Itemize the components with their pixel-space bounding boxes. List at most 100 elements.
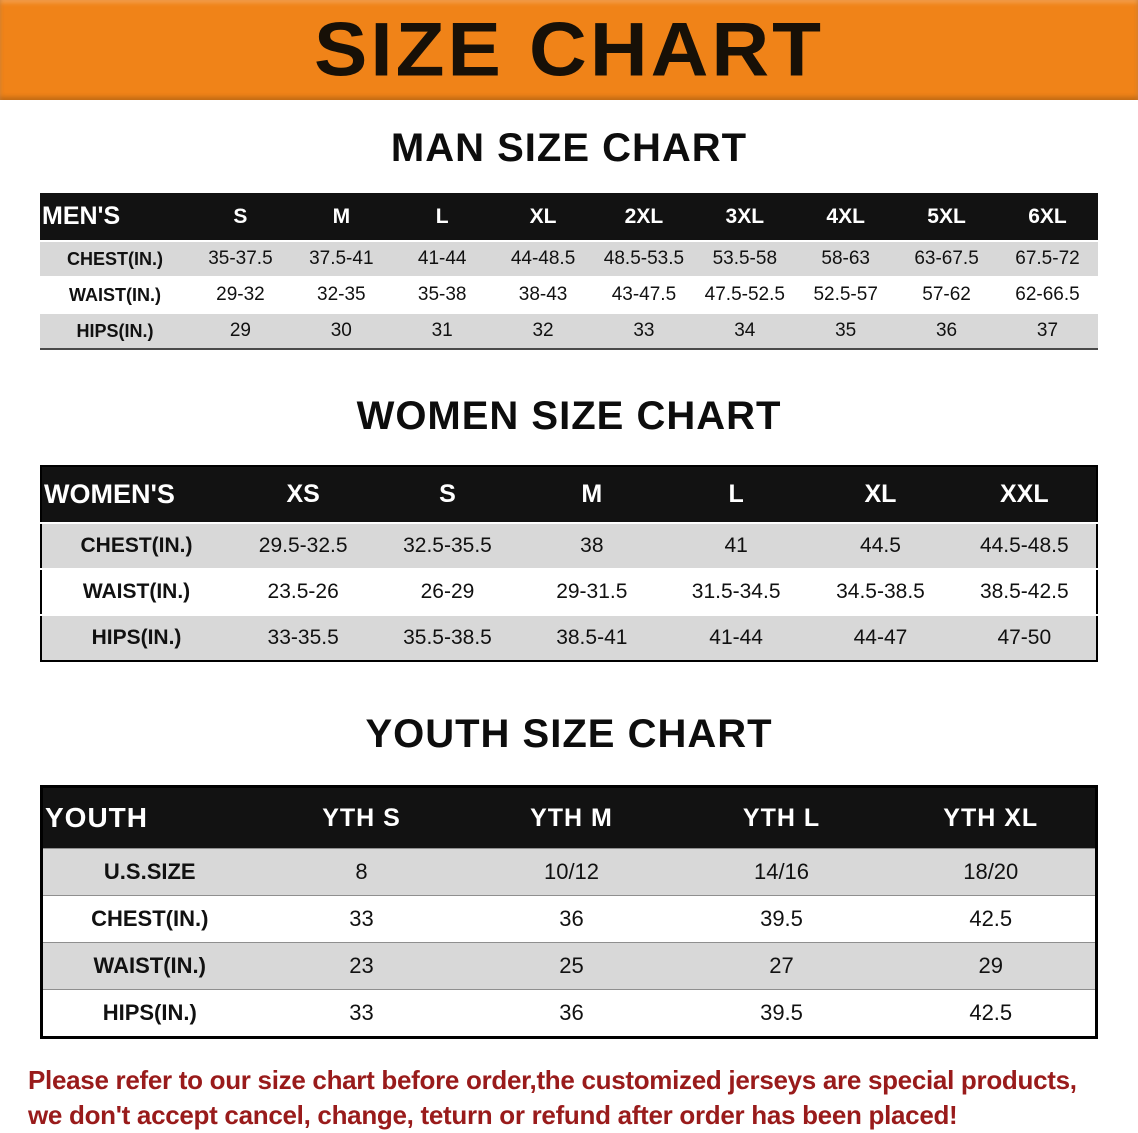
women-size-table: WOMEN'S XS S M L XL XXL CHEST(IN.) 29.5-32.5 32.5… bbox=[40, 465, 1098, 662]
row-label-cell: U.S.SIZE bbox=[103, 859, 196, 884]
page-title: SIZE CHART bbox=[314, 7, 824, 92]
size-value-cell: 36 bbox=[559, 1000, 584, 1025]
table-title-cell: YOUTH bbox=[45, 802, 148, 833]
row-label-cell: WAIST(IN.) bbox=[69, 284, 161, 305]
size-value-cell: 31 bbox=[431, 320, 453, 341]
size-value-cell: 33 bbox=[349, 906, 374, 931]
size-column-header: XL bbox=[864, 480, 897, 508]
size-value-cell: 33 bbox=[633, 320, 655, 341]
row-label-cell: CHEST(IN.) bbox=[67, 248, 163, 269]
size-value-cell: 35-38 bbox=[417, 284, 467, 305]
size-value-cell: 41-44 bbox=[709, 626, 763, 649]
measurement-row: HIPS(IN.) 33-35.5 35.5-38.5 38.5-41 41-44 44-… bbox=[41, 615, 1097, 661]
size-value-cell: 35.5-38.5 bbox=[403, 626, 492, 649]
row-label-cell: CHEST(IN.) bbox=[91, 906, 209, 931]
row-label-cell: HIPS(IN.) bbox=[91, 626, 182, 649]
header-row: MEN'S S M L XL 2XL 3XL 4XL 5XL 6XL bbox=[40, 193, 1098, 241]
size-value-cell: 44-48.5 bbox=[510, 248, 576, 269]
row-label-cell: CHEST(IN.) bbox=[80, 534, 193, 557]
size-value-cell: 38.5-41 bbox=[556, 626, 628, 649]
size-value-cell: 29-31.5 bbox=[556, 580, 628, 603]
size-value-cell: 58-63 bbox=[821, 248, 870, 269]
measurement-row: CHEST(IN.) 29.5-32.5 32.5-35.5 38 41 44.5 44.5… bbox=[41, 523, 1097, 569]
size-column-header: S bbox=[233, 204, 248, 228]
size-column-header: S bbox=[439, 480, 456, 508]
size-value-cell: 53.5-58 bbox=[712, 248, 778, 269]
size-value-cell: 44.5 bbox=[860, 534, 901, 557]
size-value-cell: 32.5-35.5 bbox=[403, 534, 492, 557]
size-value-cell: 30 bbox=[330, 320, 352, 341]
size-value-cell: 35 bbox=[835, 320, 857, 341]
size-column-header: 3XL bbox=[725, 204, 765, 228]
row-label-cell: WAIST(IN.) bbox=[82, 580, 191, 603]
size-value-cell: 29 bbox=[229, 320, 251, 341]
measurement-row: HIPS(IN.) 29 30 31 32 33 34 35 36 37 bbox=[40, 313, 1098, 349]
youth-size-table: YOUTH YTH S YTH M YTH L YTH XL U.S.SIZE 8 10/12… bbox=[40, 785, 1098, 1039]
size-value-cell: 67.5-72 bbox=[1015, 248, 1080, 269]
size-value-cell: 25 bbox=[559, 953, 584, 978]
size-value-cell: 63-67.5 bbox=[914, 248, 979, 269]
size-value-cell: 42.5 bbox=[969, 1000, 1013, 1025]
size-value-cell: 38 bbox=[580, 534, 604, 557]
measurement-row: WAIST(IN.) 23 25 27 29 bbox=[41, 942, 1097, 990]
size-value-cell: 27 bbox=[769, 953, 794, 978]
size-column-header: 5XL bbox=[927, 204, 966, 228]
size-column-header: 4XL bbox=[826, 204, 865, 228]
measurement-row: WAIST(IN.) 29-32 32-35 35-38 38-43 43-47.5 47.… bbox=[40, 277, 1098, 313]
measurement-row: WAIST(IN.) 23.5-26 26-29 29-31.5 31.5-34.5 34… bbox=[41, 569, 1097, 615]
measurement-row: U.S.SIZE 8 10/12 14/16 18/20 bbox=[41, 848, 1097, 896]
size-value-cell: 14/16 bbox=[753, 859, 810, 884]
size-value-cell: 38.5-42.5 bbox=[979, 580, 1069, 603]
row-label-cell: WAIST(IN.) bbox=[93, 953, 206, 978]
size-column-header: 2XL bbox=[624, 204, 664, 228]
size-column-header: YTH XL bbox=[943, 803, 1039, 832]
size-value-cell: 48.5-53.5 bbox=[603, 248, 685, 269]
size-value-cell: 47-50 bbox=[997, 626, 1052, 649]
size-value-cell: 47.5-52.5 bbox=[704, 284, 785, 305]
row-label-cell: HIPS(IN.) bbox=[76, 320, 154, 341]
size-column-header: YTH S bbox=[322, 803, 401, 832]
size-value-cell: 32 bbox=[532, 320, 554, 341]
size-value-cell: 38-43 bbox=[518, 284, 568, 305]
size-value-cell: 23.5-26 bbox=[267, 580, 339, 603]
size-value-cell: 33-35.5 bbox=[267, 626, 339, 649]
header-row: YOUTH YTH S YTH M YTH L YTH XL bbox=[41, 786, 1097, 849]
men-section-title: MAN SIZE CHART bbox=[390, 126, 748, 170]
size-column-header: L bbox=[435, 204, 449, 228]
size-value-cell: 43-47.5 bbox=[611, 284, 677, 305]
size-column-header: 6XL bbox=[1028, 204, 1067, 228]
size-column-header: XL bbox=[529, 204, 557, 228]
size-column-header: M bbox=[332, 204, 351, 228]
size-value-cell: 57-62 bbox=[922, 284, 971, 305]
disclaimer-note: Please refer to our size chart before or… bbox=[0, 1063, 1138, 1133]
size-value-cell: 29-32 bbox=[216, 284, 265, 305]
size-value-cell: 41-44 bbox=[417, 248, 467, 269]
measurement-row: CHEST(IN.) 33 36 39.5 42.5 bbox=[41, 895, 1097, 943]
size-value-cell: 39.5 bbox=[760, 1000, 803, 1025]
size-value-cell: 32-35 bbox=[317, 284, 366, 305]
youth-section-title: YOUTH SIZE CHART bbox=[365, 712, 773, 756]
size-value-cell: 37 bbox=[1036, 320, 1059, 341]
size-column-header: XXL bbox=[1000, 480, 1049, 508]
disclaimer-line-2: we don't accept cancel, change, teturn o… bbox=[28, 1100, 958, 1131]
header-row: WOMEN'S XS S M L XL XXL bbox=[41, 466, 1097, 523]
women-section-title: WOMEN SIZE CHART bbox=[356, 394, 782, 438]
size-column-header: L bbox=[728, 480, 744, 508]
table-title-cell: MEN'S bbox=[42, 202, 121, 230]
row-label-cell: HIPS(IN.) bbox=[102, 1000, 197, 1025]
size-value-cell: 42.5 bbox=[969, 906, 1013, 931]
men-size-table: MEN'S S M L XL 2XL 3XL 4XL 5XL 6XL CHEST(IN.) 35-37… bbox=[40, 193, 1098, 350]
measurement-row: HIPS(IN.) 33 36 39.5 42.5 bbox=[41, 989, 1097, 1038]
size-column-header: M bbox=[581, 480, 603, 508]
size-value-cell: 8 bbox=[355, 859, 368, 884]
size-value-cell: 41 bbox=[724, 534, 748, 557]
size-value-cell: 29 bbox=[978, 953, 1003, 978]
size-value-cell: 18/20 bbox=[963, 859, 1019, 884]
size-value-cell: 31.5-34.5 bbox=[691, 580, 781, 603]
size-value-cell: 62-66.5 bbox=[1015, 284, 1080, 305]
size-value-cell: 36 bbox=[559, 906, 584, 931]
size-value-cell: 52.5-57 bbox=[813, 284, 878, 305]
size-value-cell: 33 bbox=[349, 1000, 374, 1025]
size-value-cell: 23 bbox=[349, 953, 374, 978]
size-value-cell: 26-29 bbox=[420, 580, 475, 603]
